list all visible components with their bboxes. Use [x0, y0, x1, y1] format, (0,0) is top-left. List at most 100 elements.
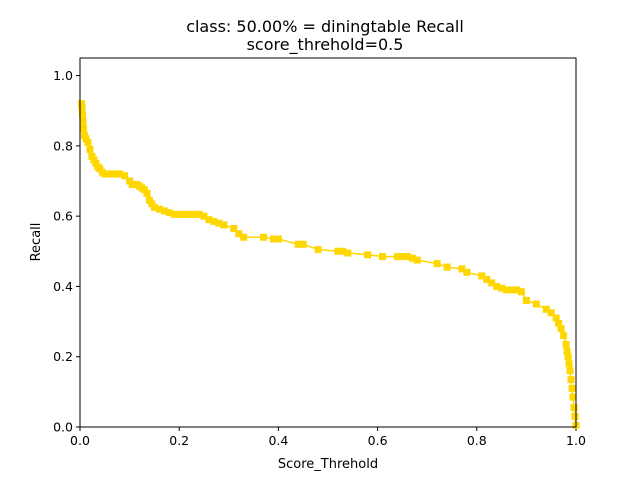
data-point: [503, 286, 511, 294]
data-point: [393, 253, 401, 261]
x-tick-label: 0.6: [368, 433, 388, 448]
data-point: [260, 233, 268, 241]
data-point: [240, 233, 248, 241]
data-point: [408, 254, 416, 262]
data-point: [90, 156, 98, 164]
x-axis-label: Score_Threhold: [278, 457, 378, 472]
data-point: [185, 210, 193, 218]
data-point: [569, 393, 577, 401]
y-tick-label: 0.8: [53, 138, 73, 153]
data-point: [143, 189, 151, 197]
data-point: [205, 216, 213, 224]
data-point: [334, 247, 342, 255]
data-point: [478, 272, 486, 280]
data-point: [170, 210, 178, 218]
data-point: [160, 207, 168, 215]
data-point: [532, 300, 540, 308]
data-point: [570, 404, 578, 412]
data-point: [498, 284, 506, 292]
data-point: [88, 152, 96, 160]
series-line: [80, 103, 577, 426]
data-point: [463, 268, 471, 276]
data-point: [339, 247, 347, 255]
data-point: [180, 210, 188, 218]
data-point: [542, 305, 550, 313]
data-point: [493, 282, 501, 290]
plot-area-frame: [79, 57, 577, 428]
data-point: [398, 253, 406, 261]
data-point: [230, 224, 238, 232]
data-point: [155, 205, 163, 213]
data-point: [195, 210, 203, 218]
y-axis-ticks: 0.0 0.2 0.4 0.6 0.8 1.0: [53, 68, 80, 435]
data-point: [145, 196, 153, 204]
data-point: [433, 260, 441, 268]
x-tick-label: 0.2: [169, 433, 189, 448]
data-point: [568, 384, 576, 392]
data-point: [564, 353, 572, 361]
data-point: [512, 286, 520, 294]
data-point: [413, 256, 421, 264]
data-point: [79, 124, 87, 132]
data-point: [235, 230, 243, 238]
data-point: [92, 159, 100, 167]
data-point: [200, 212, 208, 220]
y-tick-label: 0.6: [53, 209, 73, 224]
data-point: [488, 279, 496, 287]
data-point: [299, 240, 307, 248]
x-axis-ticks: 0.0 0.2 0.4 0.6 0.8 1.0: [70, 427, 586, 448]
y-tick-label: 0.2: [53, 349, 73, 364]
x-tick-label: 0.4: [268, 433, 288, 448]
data-point: [116, 170, 124, 178]
data-point: [140, 186, 148, 194]
data-point: [565, 360, 573, 368]
data-point: [78, 110, 86, 118]
data-point: [80, 131, 88, 139]
data-point: [77, 100, 85, 108]
data-point: [571, 412, 579, 420]
data-point: [522, 296, 530, 304]
data-point: [269, 235, 277, 243]
x-tick-label: 1.0: [566, 433, 586, 448]
data-point: [563, 347, 571, 355]
chart-title: class: 50.00% = diningtable Recall: [186, 17, 464, 36]
data-point: [175, 210, 183, 218]
y-tick-label: 0.0: [53, 420, 73, 435]
data-point: [314, 246, 322, 254]
data-point: [483, 275, 491, 283]
data-point: [190, 210, 198, 218]
data-point: [364, 251, 372, 259]
data-point: [566, 367, 574, 375]
data-point: [86, 145, 94, 153]
data-point: [508, 286, 516, 294]
x-tick-label: 0.8: [467, 433, 487, 448]
data-point: [517, 288, 525, 296]
data-point: [82, 135, 90, 143]
y-tick-label: 1.0: [53, 68, 73, 83]
data-point: [96, 165, 104, 173]
data-point: [165, 209, 173, 217]
data-point: [379, 253, 387, 261]
data-point: [121, 172, 129, 180]
chart-subtitle: score_threhold=0.5: [247, 35, 404, 55]
data-point: [79, 117, 87, 125]
series-layer: [77, 100, 580, 429]
data-point: [555, 319, 563, 327]
data-point: [458, 265, 466, 273]
data-point: [567, 376, 575, 384]
data-point: [148, 200, 156, 208]
data-point: [344, 249, 352, 257]
data-point: [78, 103, 86, 111]
data-point: [443, 263, 451, 271]
x-tick-label: 0.0: [70, 433, 90, 448]
data-point: [274, 235, 282, 243]
data-point: [562, 340, 570, 348]
data-point: [557, 325, 565, 333]
data-point: [294, 240, 302, 248]
data-point: [150, 203, 158, 211]
data-point: [126, 177, 134, 185]
data-point: [552, 314, 560, 322]
y-tick-label: 0.4: [53, 279, 73, 294]
data-point: [560, 332, 568, 340]
